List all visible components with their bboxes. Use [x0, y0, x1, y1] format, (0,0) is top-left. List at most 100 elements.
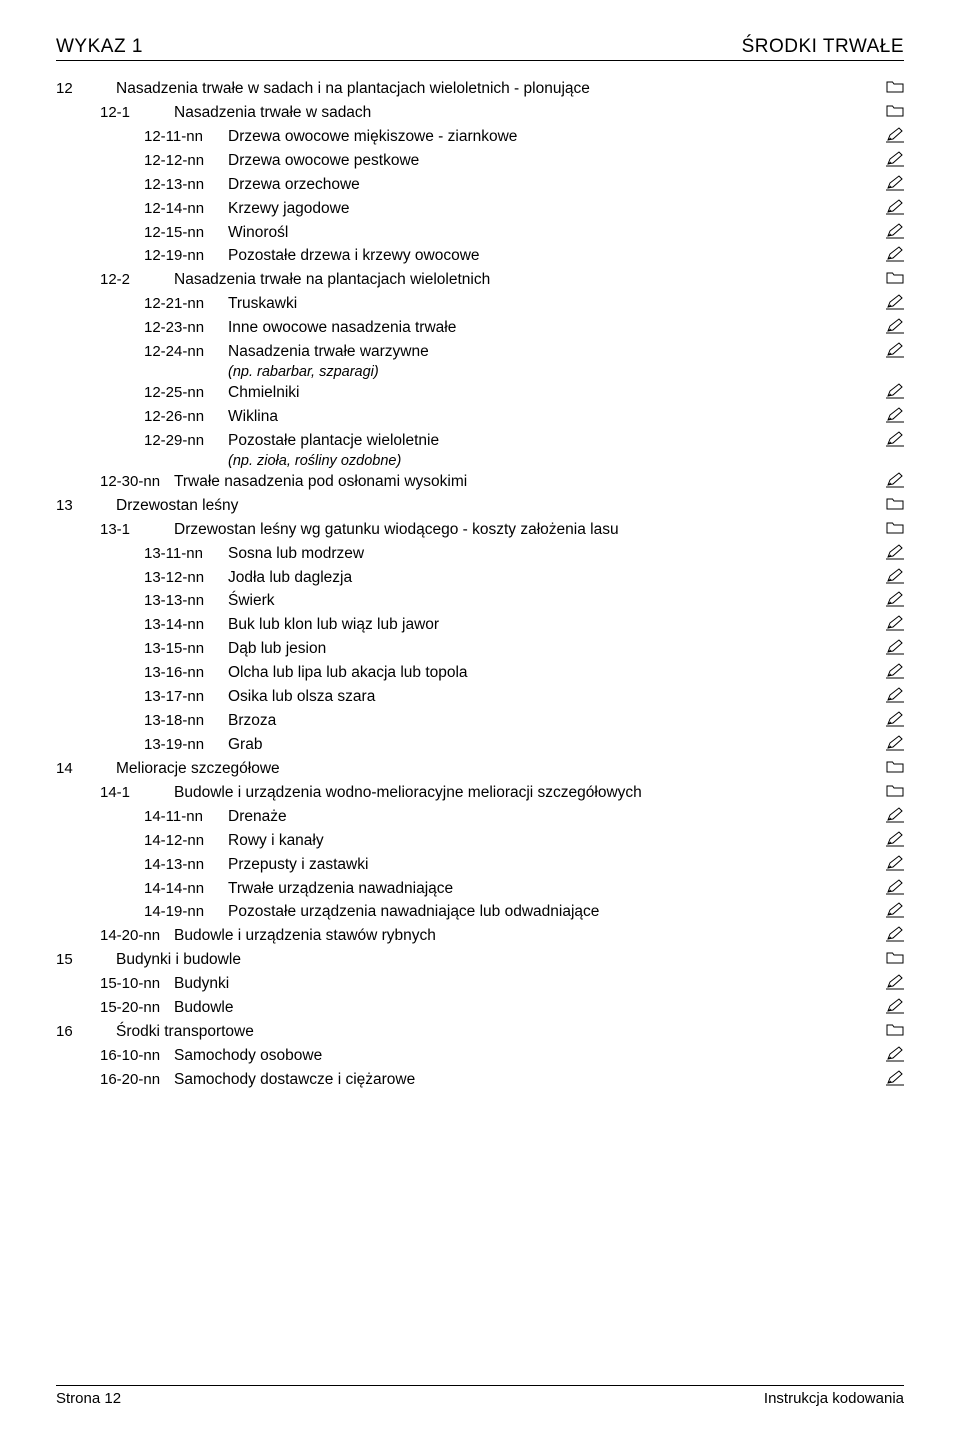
list-item: 13-16-nnOlcha lub lipa lub akacja lub to… — [56, 663, 904, 684]
item-label: Grab — [228, 735, 880, 756]
item-label: Drzewa owocowe miękiszowe - ziarnkowe — [228, 127, 880, 148]
list-item: 13-13-nnŚwierk — [56, 591, 904, 612]
list-item: 12-23-nnInne owocowe nasadzenia trwałe — [56, 318, 904, 339]
item-label: Inne owocowe nasadzenia trwałe — [228, 318, 880, 339]
item-note: (np. zioła, rośliny ozdobne) — [56, 453, 904, 469]
item-label: Drzewa orzechowe — [228, 175, 880, 196]
list-item: 15-10-nnBudynki — [56, 974, 904, 995]
folder-icon — [880, 783, 904, 799]
item-label: Wiklina — [228, 407, 880, 428]
pen-icon — [880, 831, 904, 847]
item-label: Winorośl — [228, 223, 880, 244]
pen-icon — [880, 926, 904, 942]
pen-icon — [880, 383, 904, 399]
list-item: 12-14-nnKrzewy jagodowe — [56, 199, 904, 220]
pen-icon — [880, 591, 904, 607]
item-code: 13-16-nn — [144, 663, 228, 683]
item-label: Pozostałe plantacje wieloletnie — [228, 431, 880, 452]
item-label: Pozostałe urządzenia nawadniające lub od… — [228, 902, 880, 923]
item-label: Drzewostan leśny wg gatunku wiodącego - … — [174, 520, 880, 541]
item-label: Przepusty i zastawki — [228, 855, 880, 876]
item-code: 13-12-nn — [144, 568, 228, 588]
item-code: 12-2 — [100, 270, 174, 290]
pen-icon — [880, 151, 904, 167]
item-label: Samochody dostawcze i ciężarowe — [174, 1070, 880, 1091]
item-code: 12 — [56, 79, 116, 99]
item-code: 14 — [56, 759, 116, 779]
item-code: 16 — [56, 1022, 116, 1042]
item-code: 12-12-nn — [144, 151, 228, 171]
item-code: 13-11-nn — [144, 544, 228, 564]
list-item: 12-13-nnDrzewa orzechowe — [56, 175, 904, 196]
folder-icon — [880, 79, 904, 95]
item-code: 13-18-nn — [144, 711, 228, 731]
item-label: Trwałe nasadzenia pod osłonami wysokimi — [174, 472, 880, 493]
item-code: 12-1 — [100, 103, 174, 123]
item-label: Chmielniki — [228, 383, 880, 404]
list-item: 13-18-nnBrzoza — [56, 711, 904, 732]
item-label: Olcha lub lipa lub akacja lub topola — [228, 663, 880, 684]
list-item: 15-20-nnBudowle — [56, 998, 904, 1019]
list-item: 14-13-nnPrzepusty i zastawki — [56, 855, 904, 876]
pen-icon — [880, 318, 904, 334]
pen-icon — [880, 246, 904, 262]
item-label: Budynki — [174, 974, 880, 995]
item-label: Drzewostan leśny — [116, 496, 880, 517]
item-code: 15-10-nn — [100, 974, 174, 994]
list-item: 14Melioracje szczegółowe — [56, 759, 904, 780]
list-item: 14-12-nnRowy i kanały — [56, 831, 904, 852]
item-label: Środki transportowe — [116, 1022, 880, 1043]
item-code: 14-19-nn — [144, 902, 228, 922]
list-item: 12-2Nasadzenia trwałe na plantacjach wie… — [56, 270, 904, 291]
list-item: 16Środki transportowe — [56, 1022, 904, 1043]
item-code: 12-23-nn — [144, 318, 228, 338]
item-label: Osika lub olsza szara — [228, 687, 880, 708]
item-code: 13-13-nn — [144, 591, 228, 611]
list-item: 16-20-nnSamochody dostawcze i ciężarowe — [56, 1070, 904, 1091]
item-code: 13-17-nn — [144, 687, 228, 707]
list-item: 14-11-nnDrenaże — [56, 807, 904, 828]
item-label: Nasadzenia trwałe w sadach i na plantacj… — [116, 79, 880, 100]
pen-icon — [880, 342, 904, 358]
item-code: 12-24-nn — [144, 342, 228, 362]
pen-icon — [880, 663, 904, 679]
pen-icon — [880, 855, 904, 871]
list-item: 12-15-nnWinorośl — [56, 223, 904, 244]
code-list: 12Nasadzenia trwałe w sadach i na planta… — [56, 79, 904, 1091]
pen-icon — [880, 615, 904, 631]
folder-icon — [880, 496, 904, 512]
folder-icon — [880, 520, 904, 536]
item-code: 14-14-nn — [144, 879, 228, 899]
pen-icon — [880, 807, 904, 823]
item-label: Dąb lub jesion — [228, 639, 880, 660]
item-label: Samochody osobowe — [174, 1046, 880, 1067]
pen-icon — [880, 998, 904, 1014]
item-label: Pozostałe drzewa i krzewy owocowe — [228, 246, 880, 267]
item-code: 13-19-nn — [144, 735, 228, 755]
list-item: 16-10-nnSamochody osobowe — [56, 1046, 904, 1067]
list-item: 13-14-nnBuk lub klon lub wiąz lub jawor — [56, 615, 904, 636]
list-item: 12-21-nnTruskawki — [56, 294, 904, 315]
pen-icon — [880, 902, 904, 918]
folder-icon — [880, 950, 904, 966]
item-label: Drzewa owocowe pestkowe — [228, 151, 880, 172]
item-code: 12-19-nn — [144, 246, 228, 266]
item-label: Drenaże — [228, 807, 880, 828]
list-item: 13Drzewostan leśny — [56, 496, 904, 517]
item-code: 14-11-nn — [144, 807, 228, 827]
pen-icon — [880, 223, 904, 239]
list-item: 13-17-nnOsika lub olsza szara — [56, 687, 904, 708]
list-item: 14-1Budowle i urządzenia wodno-melioracy… — [56, 783, 904, 804]
item-label: Nasadzenia trwałe na plantacjach wielole… — [174, 270, 880, 291]
item-label: Buk lub klon lub wiąz lub jawor — [228, 615, 880, 636]
item-code: 12-26-nn — [144, 407, 228, 427]
item-code: 14-20-nn — [100, 926, 174, 946]
folder-icon — [880, 103, 904, 119]
item-label: Melioracje szczegółowe — [116, 759, 880, 780]
list-item: 14-20-nnBudowle i urządzenia stawów rybn… — [56, 926, 904, 947]
item-label: Nasadzenia trwałe warzywne — [228, 342, 880, 363]
item-code: 12-29-nn — [144, 431, 228, 451]
pen-icon — [880, 568, 904, 584]
list-item: 12-19-nnPozostałe drzewa i krzewy owocow… — [56, 246, 904, 267]
page-header-right: ŚRODKI TRWAŁE — [742, 36, 904, 58]
